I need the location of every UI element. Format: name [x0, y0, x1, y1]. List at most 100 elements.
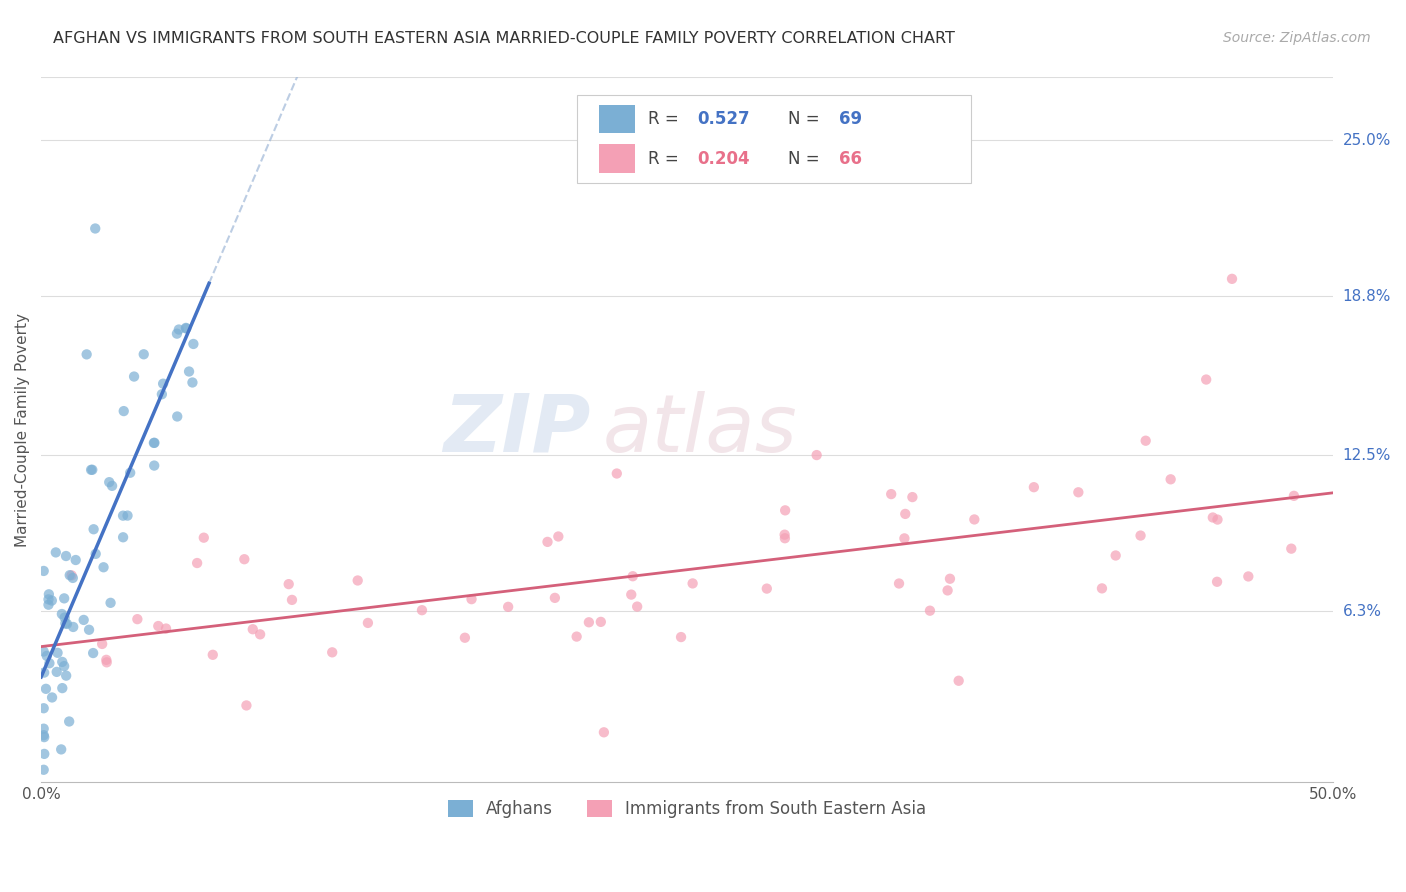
Point — [893, 532, 915, 546]
Point — [62, 620, 84, 634]
Point — [143, 435, 166, 450]
Point — [606, 467, 628, 481]
Point — [963, 512, 986, 526]
Point — [918, 604, 941, 618]
Point — [544, 591, 567, 605]
Point — [60, 568, 83, 582]
Point — [242, 622, 264, 636]
Point — [122, 369, 145, 384]
Point — [1220, 272, 1243, 286]
Point — [148, 619, 170, 633]
Point — [166, 409, 188, 424]
Point — [277, 577, 299, 591]
Point — [1206, 512, 1229, 526]
Point — [589, 615, 612, 629]
Point — [901, 490, 924, 504]
Point — [55, 549, 77, 563]
Point — [96, 653, 118, 667]
Point — [1279, 541, 1302, 556]
Point — [142, 436, 165, 450]
Point — [32, 644, 55, 658]
Point — [82, 646, 104, 660]
Point — [669, 630, 692, 644]
Point — [496, 599, 519, 614]
Text: 25.0%: 25.0% — [1343, 133, 1391, 148]
Text: N =: N = — [787, 150, 825, 168]
Y-axis label: Married-Couple Family Poverty: Married-Couple Family Poverty — [15, 313, 30, 547]
Point — [357, 615, 380, 630]
Point — [84, 221, 107, 235]
Point — [1022, 480, 1045, 494]
Point — [83, 522, 105, 536]
Point — [76, 347, 98, 361]
Point — [45, 665, 67, 679]
Point — [56, 616, 79, 631]
Point — [91, 637, 114, 651]
Point — [547, 529, 569, 543]
Point — [32, 747, 55, 761]
Point — [55, 668, 77, 682]
Point — [936, 583, 959, 598]
Point — [112, 530, 135, 544]
Point — [454, 631, 477, 645]
Text: 0.527: 0.527 — [697, 111, 749, 128]
Text: 66: 66 — [839, 150, 862, 168]
Point — [35, 648, 58, 663]
Point — [939, 572, 962, 586]
Point — [411, 603, 433, 617]
Point — [233, 552, 256, 566]
Point — [1135, 434, 1157, 448]
Point — [176, 321, 198, 335]
Point — [1282, 489, 1305, 503]
Point — [152, 376, 174, 391]
Point — [82, 463, 104, 477]
Point — [593, 725, 616, 739]
Point — [32, 728, 55, 742]
Point — [167, 322, 190, 336]
Point — [1195, 373, 1218, 387]
Point — [1160, 472, 1182, 486]
Point — [887, 576, 910, 591]
Text: N =: N = — [787, 111, 825, 128]
Point — [51, 607, 73, 621]
Point — [620, 588, 643, 602]
Point — [201, 648, 224, 662]
Text: ZIP: ZIP — [443, 391, 591, 469]
Point — [1067, 485, 1090, 500]
Point — [58, 714, 80, 729]
Point — [37, 592, 59, 607]
Point — [773, 527, 796, 541]
Point — [32, 665, 55, 680]
Text: 6.3%: 6.3% — [1343, 604, 1382, 619]
Point — [59, 568, 82, 582]
Point — [73, 613, 96, 627]
Point — [117, 508, 139, 523]
Point — [460, 592, 482, 607]
Point — [578, 615, 600, 630]
Point — [1091, 582, 1114, 596]
Point — [101, 479, 124, 493]
Point — [53, 616, 76, 631]
Point — [41, 690, 63, 705]
Point — [38, 587, 60, 601]
Point — [53, 591, 76, 606]
Bar — [599, 105, 636, 134]
Point — [193, 531, 215, 545]
Point — [1206, 574, 1229, 589]
Text: R =: R = — [648, 150, 685, 168]
Text: 12.5%: 12.5% — [1343, 448, 1391, 463]
Point — [1202, 510, 1225, 524]
Point — [1237, 569, 1260, 583]
Bar — [599, 145, 636, 173]
Point — [80, 463, 103, 477]
Point — [53, 659, 76, 673]
Point — [626, 599, 648, 614]
Point — [174, 321, 197, 335]
Point — [806, 448, 828, 462]
Point — [46, 646, 69, 660]
Text: 0.204: 0.204 — [697, 150, 749, 168]
FancyBboxPatch shape — [578, 95, 972, 183]
Point — [93, 560, 115, 574]
Point — [38, 657, 60, 671]
Text: 18.8%: 18.8% — [1343, 289, 1391, 304]
